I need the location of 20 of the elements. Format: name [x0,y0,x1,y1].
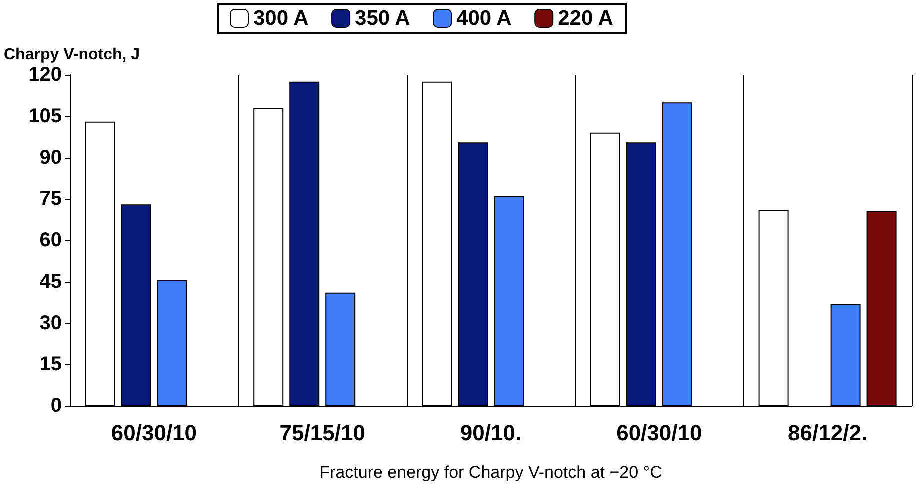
legend-label: 350 A [355,7,410,30]
x-tick-label: 86/12/2. [788,420,868,446]
x-tick-label: 90/10. [460,420,522,446]
y-tick-label: 75 [40,188,62,210]
legend-label: 300 A [254,7,309,30]
y-tick-label: 30 [40,312,62,334]
y-tick-label: 120 [28,64,62,86]
y-tick-label: 60 [40,230,62,252]
y-tick-label: 105 [28,105,62,128]
x-tick-label: 60/30/10 [616,420,702,446]
x-tick-label: 75/15/10 [280,420,366,446]
legend-label: 400 A [456,7,512,30]
legend-label: 220 A [558,7,614,30]
y-tick-label: 15 [40,354,62,376]
y-tick-label: 90 [40,146,62,169]
y-axis-title: Charpy V-notch, J [4,46,140,64]
x-tick-label: 60/30/10 [111,420,198,446]
x-axis-title: Fracture energy for Charpy V-notch at −20 °C [320,463,662,482]
y-tick-label: 45 [40,270,62,293]
y-tick-label: 0 [50,395,62,417]
